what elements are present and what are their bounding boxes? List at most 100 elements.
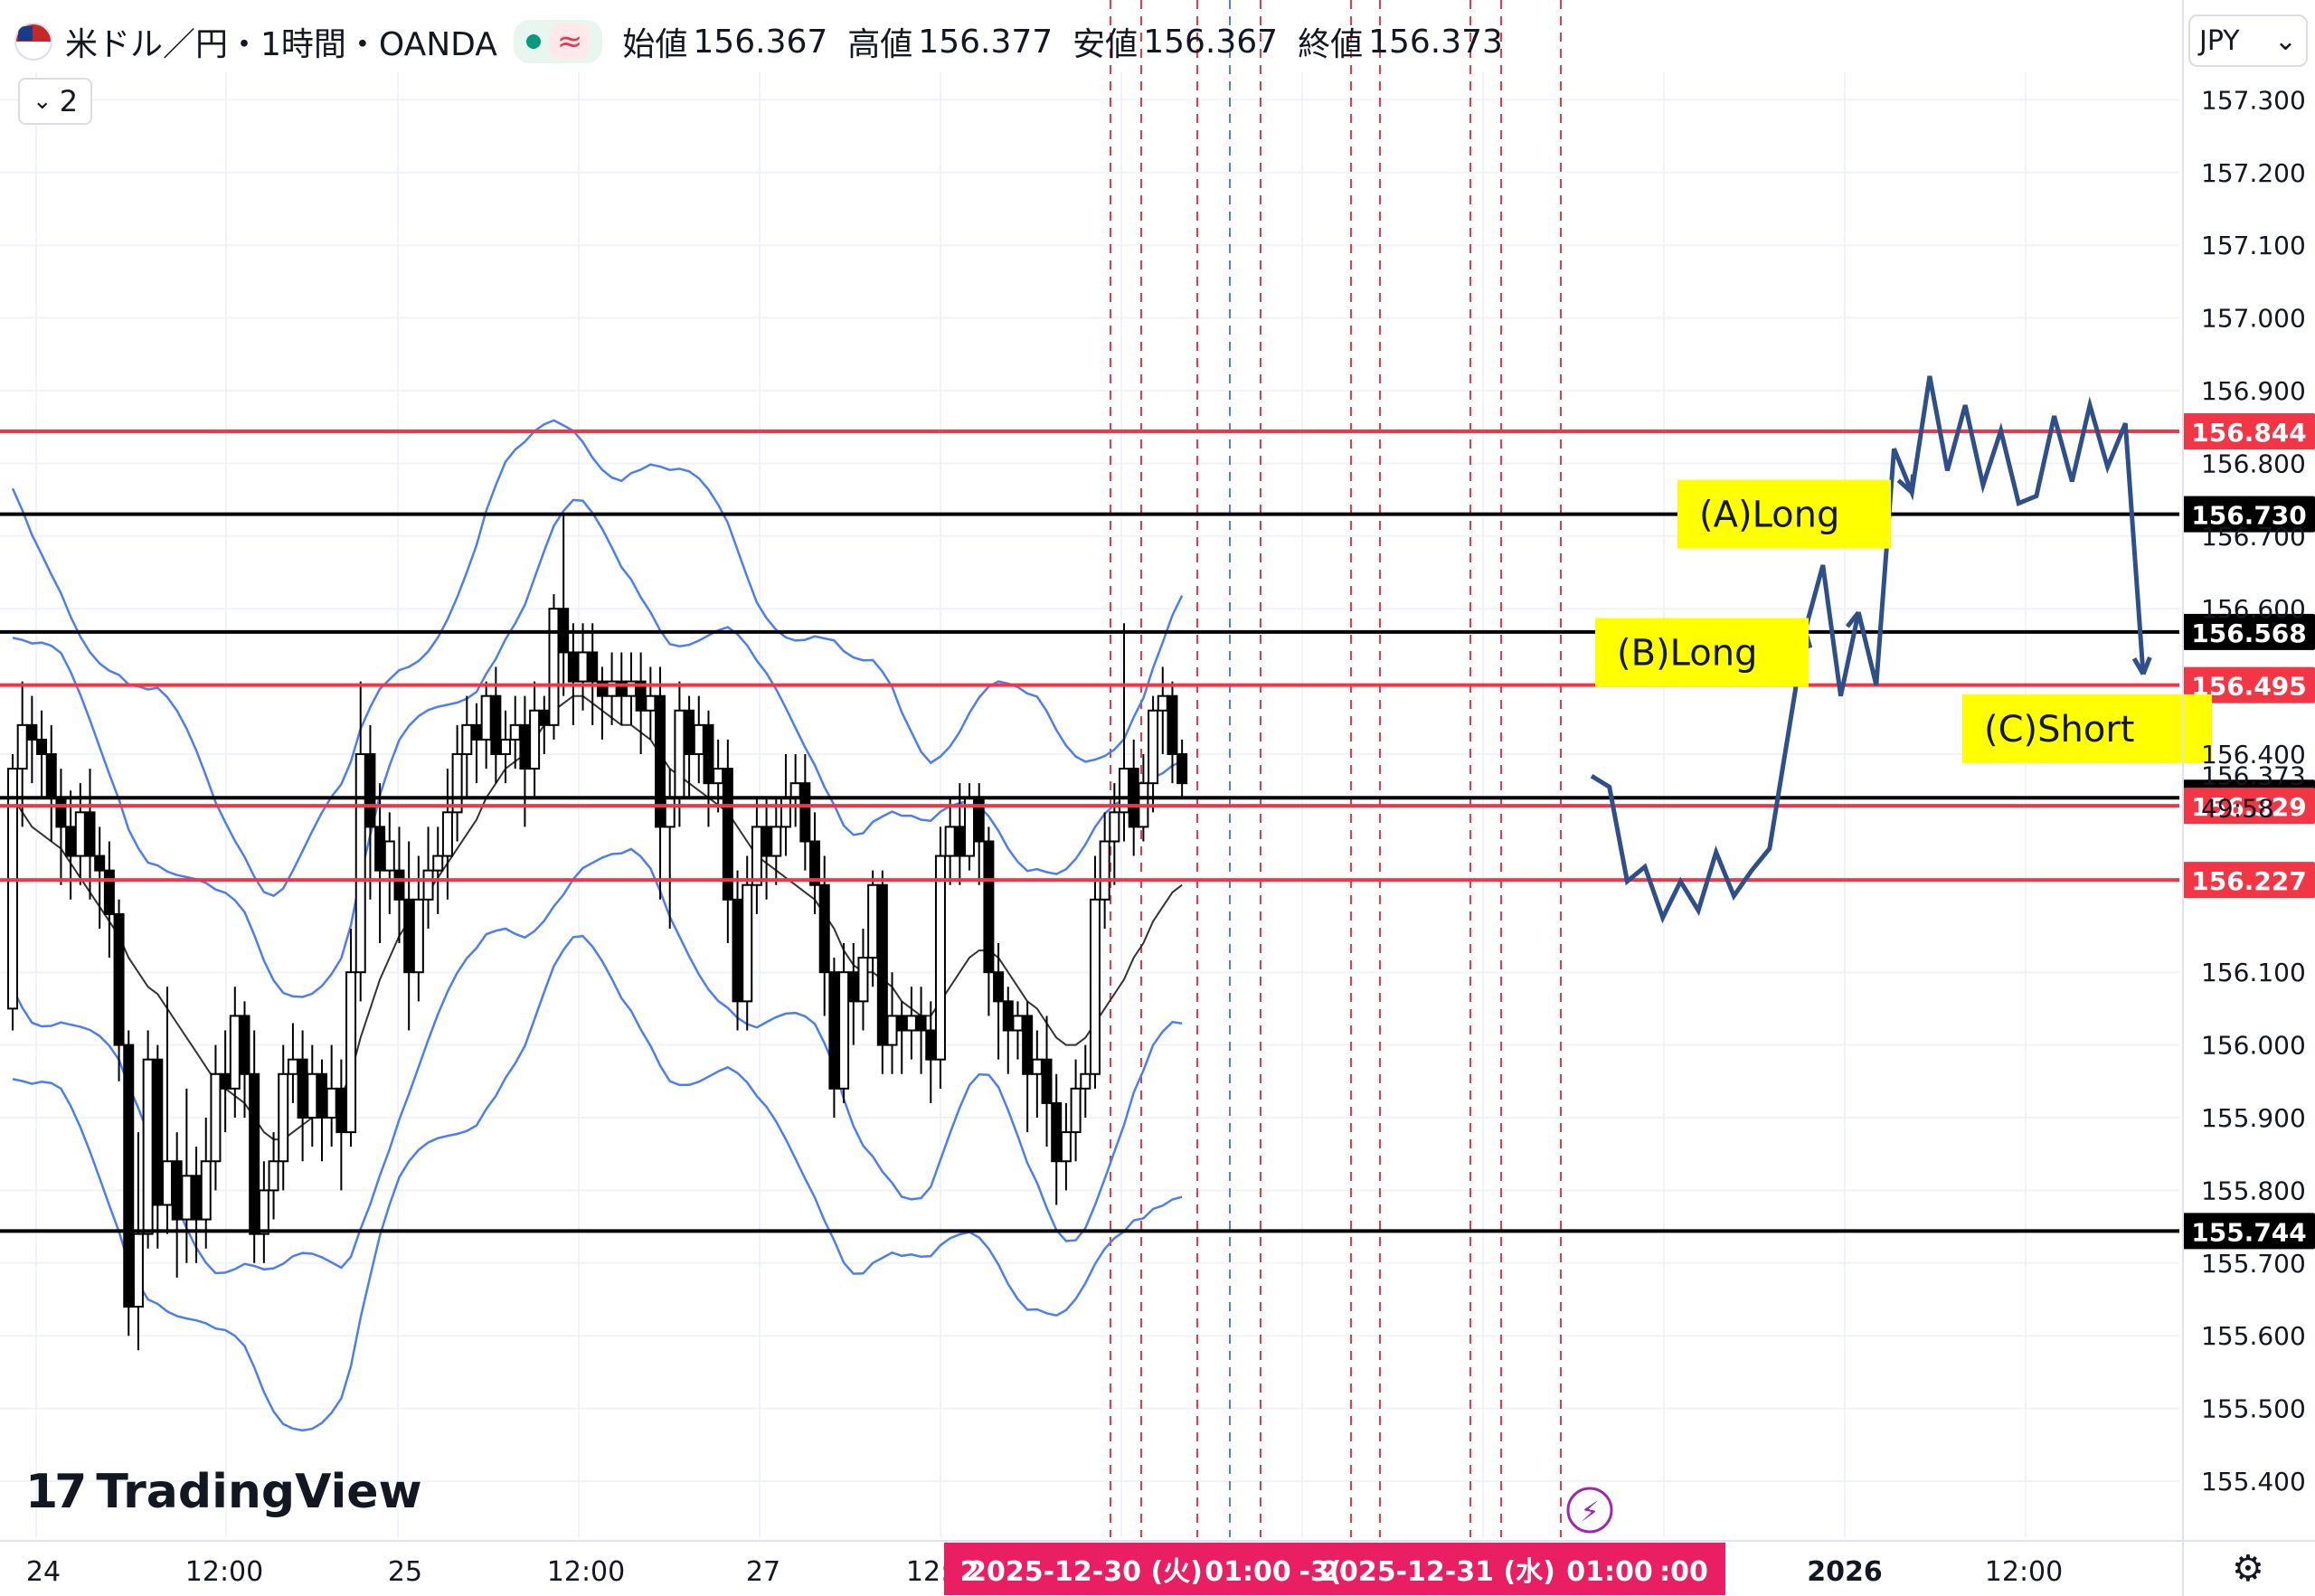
candle: [684, 709, 695, 756]
annotation-box: [1595, 618, 1809, 687]
gear-icon[interactable]: ⚙: [2232, 1548, 2264, 1590]
candle: [1089, 898, 1101, 1075]
y-tick-label: 155.800: [2201, 1176, 2306, 1205]
candle: [500, 738, 512, 755]
candle: [577, 651, 589, 683]
candle: [354, 753, 366, 974]
price-level-tag: [2183, 788, 2315, 825]
candle: [1060, 1131, 1072, 1163]
price-level-label: 156.730: [2191, 501, 2307, 531]
low-label: 安値: [1072, 26, 1139, 63]
price-level-label: 155.744: [2191, 1217, 2307, 1247]
candle: [451, 753, 463, 814]
y-tick-label: 157.000: [2201, 304, 2306, 334]
candle: [1070, 1087, 1082, 1134]
annotation-label: (C)Short: [1984, 709, 2134, 751]
candle: [857, 957, 869, 1003]
chevron-down-icon: ⌄: [32, 88, 52, 115]
candle: [36, 738, 48, 755]
candle: [480, 694, 492, 741]
y-tick-label: 156.600: [2201, 594, 2306, 624]
candle: [307, 1072, 318, 1119]
candle: [26, 723, 38, 741]
candle: [519, 723, 531, 770]
countdown-label: 49:58: [2201, 794, 2274, 824]
forecast-arrowhead: [2131, 656, 2152, 675]
candle: [548, 608, 560, 726]
market-open-dot-icon: [525, 34, 541, 49]
candle: [1099, 840, 1110, 901]
candle: [229, 1015, 241, 1090]
symbol-title[interactable]: 米ドル／円・1時間・OANDA: [65, 26, 497, 63]
candle: [84, 811, 96, 857]
forecast-arrowhead: [1896, 474, 1915, 495]
candle: [954, 826, 966, 857]
x-highlight-label: :00: [1659, 1556, 1708, 1588]
candle: [1176, 753, 1188, 785]
y-tick-label: 155.600: [2201, 1321, 2306, 1351]
candle: [220, 1072, 232, 1090]
candle: [249, 1072, 260, 1235]
lightning-icon[interactable]: [1566, 1487, 1613, 1534]
bollinger-band: [12, 934, 1183, 1432]
price-level-tag: [2183, 862, 2315, 899]
candle: [316, 1072, 327, 1119]
x-tick-label: 12:00: [1985, 1556, 2063, 1588]
candle: [674, 709, 685, 799]
candle: [799, 782, 811, 843]
tradingview-mark-icon: 17: [25, 1465, 87, 1519]
candle: [287, 1058, 298, 1075]
y-tick-label: 155.900: [2201, 1103, 2306, 1133]
candle: [113, 912, 125, 1046]
candle: [934, 855, 946, 1061]
candle: [780, 797, 791, 828]
usd-flag-icon: [14, 23, 52, 61]
candle: [693, 723, 704, 756]
candle: [713, 768, 724, 785]
y-tick-label: 155.700: [2201, 1249, 2306, 1279]
indicator-count: 2: [59, 84, 79, 118]
chevron-down-icon: ⌄: [2273, 24, 2297, 57]
candle: [161, 1160, 173, 1206]
candle: [761, 826, 772, 857]
approx-icon: ≈: [549, 24, 591, 60]
candle: [297, 1058, 308, 1119]
lightning-icon-glyph: ⚡: [1580, 1497, 1599, 1528]
market-status-pill[interactable]: ≈: [513, 20, 603, 63]
price-level-tag: [2183, 1213, 2315, 1250]
currency-selector[interactable]: JPY ⌄: [2188, 14, 2308, 67]
y-tick-label: 156.000: [2201, 1031, 2306, 1061]
x-highlight-label: 2025-12-31 (水): [1320, 1556, 1555, 1588]
y-tick-label: 157.300: [2201, 85, 2306, 115]
candle: [335, 1087, 347, 1134]
low-value: 156.367: [1143, 23, 1279, 61]
y-tick-label: 156.100: [2201, 958, 2306, 987]
x-tick-label: 2026: [1807, 1556, 1883, 1588]
indicator-toggle-button[interactable]: ⌄ 2: [18, 78, 92, 125]
candle: [422, 869, 434, 901]
candle: [326, 1087, 337, 1119]
candle: [1080, 1072, 1091, 1090]
price-level-tag: [2183, 613, 2315, 650]
x-tick-label: 12:00: [185, 1556, 263, 1588]
bollinger-band: [12, 498, 1183, 998]
bollinger-band: [11, 847, 1183, 1275]
candle: [983, 840, 995, 974]
candle: [45, 753, 57, 799]
price-level-tag: [2183, 413, 2315, 450]
candle: [374, 826, 386, 872]
y-tick-label: 156.400: [2201, 740, 2306, 770]
candle: [567, 651, 579, 683]
candle: [722, 768, 733, 901]
candle: [200, 1160, 212, 1221]
y-tick-label: 157.100: [2201, 231, 2306, 260]
forecast-arrowhead: [1845, 610, 1866, 631]
candle: [278, 1072, 289, 1163]
candle: [470, 723, 482, 741]
annotation-box: [1962, 694, 2212, 763]
y-tick-label: 156.700: [2201, 522, 2306, 552]
candle: [65, 826, 77, 857]
candle: [16, 723, 28, 770]
candle: [587, 651, 599, 683]
